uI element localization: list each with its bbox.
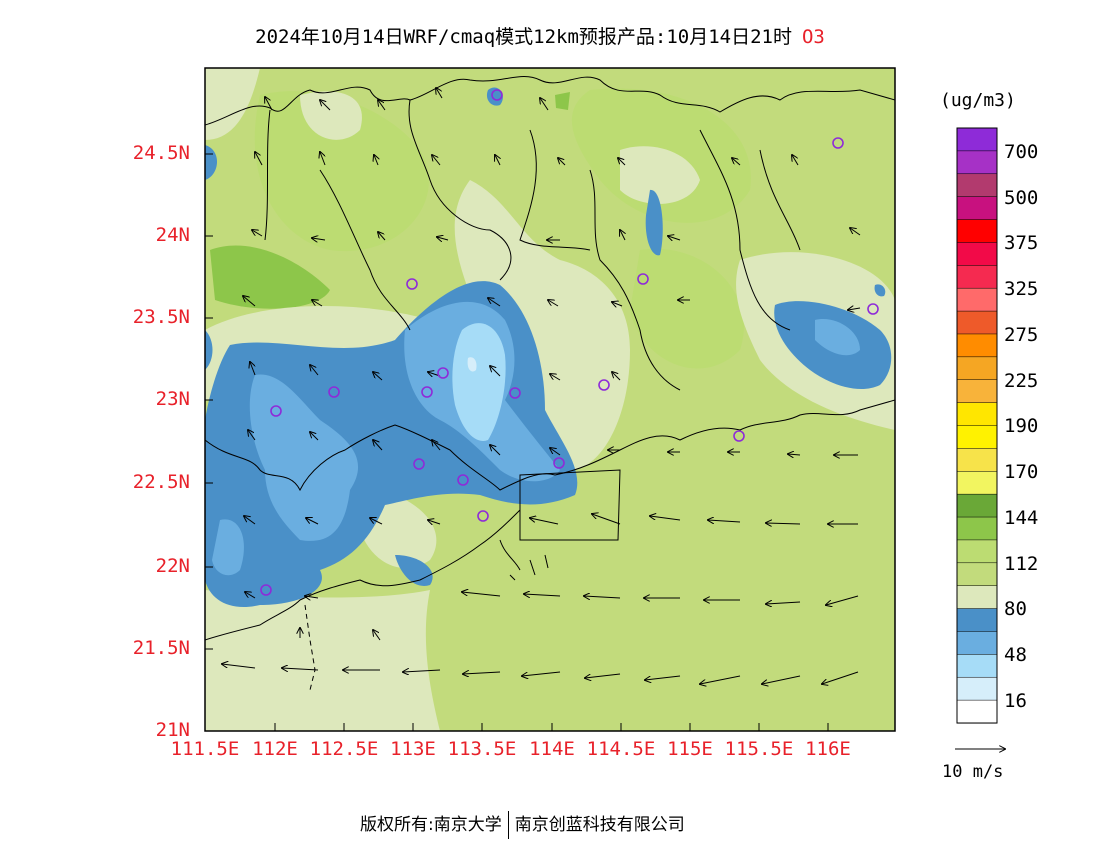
legend-label: 80 xyxy=(1004,598,1027,620)
legend-swatch xyxy=(956,402,998,427)
legend-swatch xyxy=(956,127,998,152)
reference-vector-label: 10 m/s xyxy=(942,762,1004,782)
wind-vectors xyxy=(222,88,861,684)
legend-swatch xyxy=(956,356,998,381)
title-text: 2024年10月14日WRF/cmaq模式12km预报产品:10月14日21时 xyxy=(255,26,792,48)
legend-swatch xyxy=(956,631,998,655)
legend-swatch xyxy=(956,150,998,175)
lon-label: 114.5E xyxy=(586,738,656,760)
legend-swatch xyxy=(956,608,998,633)
legend-swatch xyxy=(956,219,998,243)
copyright-footer: 版权所有:南京大学 南京创蓝科技有限公司 xyxy=(360,810,685,839)
map-title: 2024年10月14日WRF/cmaq模式12km预报产品:10月14日21时 O… xyxy=(0,22,1080,49)
lon-label: 112.5E xyxy=(309,738,379,760)
legend-color-bar xyxy=(956,127,998,724)
lon-label: 116E xyxy=(805,738,851,760)
legend-swatch xyxy=(956,448,998,472)
lon-label: 115.5E xyxy=(724,738,794,760)
legend-swatch xyxy=(956,471,998,495)
lon-label: 112E xyxy=(252,738,298,760)
lat-label: 21.5N xyxy=(132,637,190,659)
legend-label: 500 xyxy=(1004,187,1039,209)
footer-left: 版权所有:南京大学 xyxy=(360,815,502,835)
o3-concentration-field xyxy=(205,68,895,731)
lon-label: 115E xyxy=(667,738,713,760)
legend-swatch xyxy=(956,585,998,610)
legend-swatch xyxy=(956,173,998,198)
legend-label: 170 xyxy=(1004,461,1039,483)
legend-swatch xyxy=(956,379,998,404)
legend-label: 325 xyxy=(1004,278,1039,300)
legend-swatch xyxy=(956,425,998,449)
legend-label: 375 xyxy=(1004,232,1039,254)
units-label: (ug/m3) xyxy=(940,90,1016,111)
legend-label: 225 xyxy=(1004,370,1039,392)
lat-label: 23.5N xyxy=(132,306,190,328)
legend-swatch xyxy=(956,539,998,564)
legend-label: 190 xyxy=(1004,415,1039,437)
legend-label: 700 xyxy=(1004,141,1039,163)
legend-label: 48 xyxy=(1004,644,1027,666)
lat-label: 24.5N xyxy=(132,142,190,164)
legend-swatch xyxy=(956,562,998,587)
station-markers xyxy=(260,89,879,596)
legend-swatch xyxy=(956,242,998,266)
lon-label: 111.5E xyxy=(170,738,240,760)
lon-label: 113E xyxy=(390,738,436,760)
lat-label: 22N xyxy=(155,555,190,577)
legend-swatch xyxy=(956,196,998,221)
lat-label: 22.5N xyxy=(132,471,190,493)
legend-label: 112 xyxy=(1004,553,1039,575)
legend-swatch xyxy=(956,676,998,701)
legend-label: 275 xyxy=(1004,324,1039,346)
footer-separator xyxy=(507,811,509,839)
lat-label: 24N xyxy=(155,224,190,246)
boundaries xyxy=(205,76,895,691)
legend-swatch xyxy=(956,265,998,289)
legend-swatch xyxy=(956,310,998,335)
lon-label: 114E xyxy=(529,738,575,760)
footer-right: 南京创蓝科技有限公司 xyxy=(514,815,685,835)
legend-swatch xyxy=(956,287,998,312)
legend-swatch xyxy=(956,654,998,678)
legend-label: 16 xyxy=(1004,690,1027,712)
legend-swatch xyxy=(956,493,998,518)
legend-swatch xyxy=(956,516,998,541)
legend-swatch xyxy=(956,333,998,358)
legend-label: 144 xyxy=(1004,507,1039,529)
lat-label: 21N xyxy=(155,719,190,741)
axis-ticks xyxy=(205,153,829,731)
lon-label: 113.5E xyxy=(447,738,517,760)
legend-swatch xyxy=(956,699,998,724)
lat-label: 23N xyxy=(155,388,190,410)
species-label: O3 xyxy=(801,26,825,48)
